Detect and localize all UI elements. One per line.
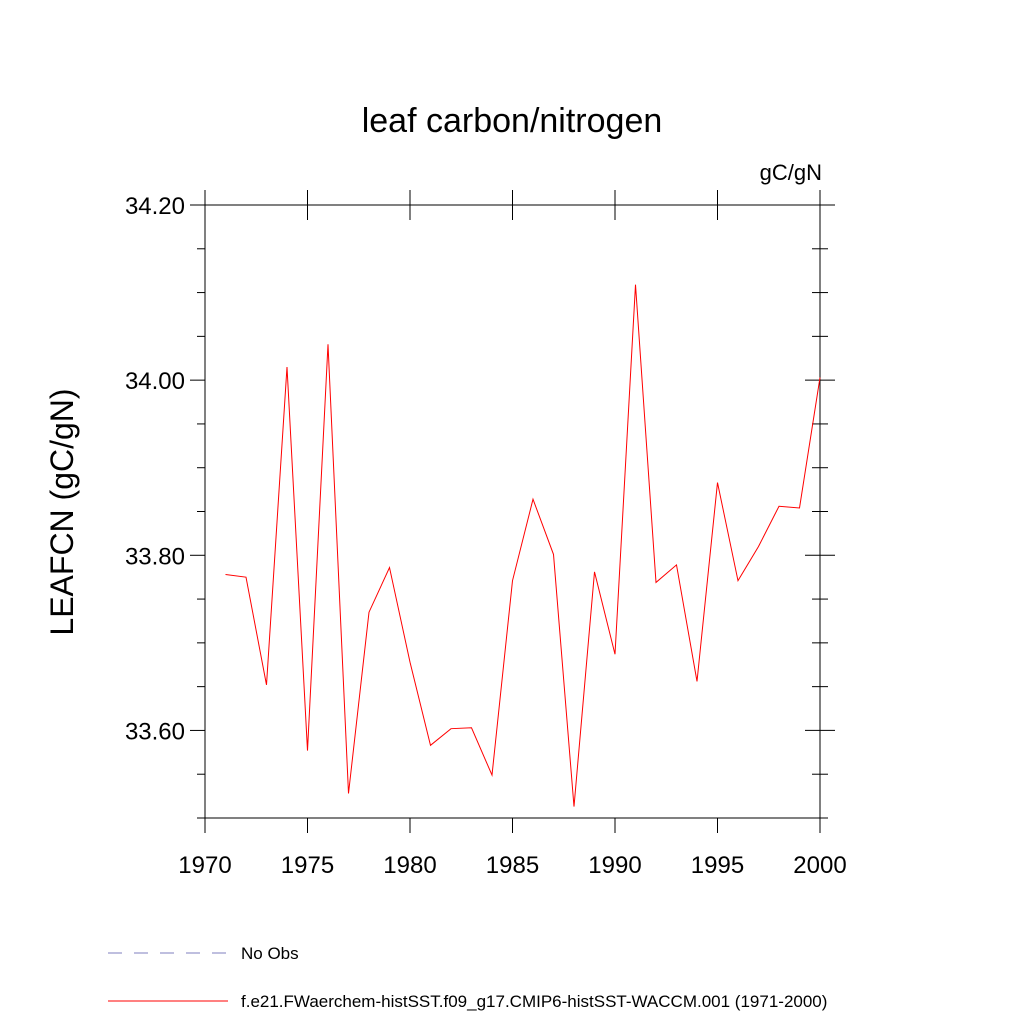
y-tick-label: 33.80 [125, 543, 185, 570]
y-tick-label: 34.20 [125, 193, 185, 220]
series-layer [225, 284, 821, 807]
plot-frame [204, 204, 821, 819]
x-tick-label: 1990 [588, 852, 641, 879]
axis-ticks [190, 190, 835, 833]
y-tick-label: 33.60 [125, 718, 185, 745]
axis-tick-labels: 33.60 33.80 34.00 34.20 1970 1975 1980 1985 1990… [125, 193, 847, 879]
x-tick-label: 1970 [178, 852, 231, 879]
x-tick-label: 1980 [383, 852, 436, 879]
series-line [225, 284, 821, 807]
y-axis-label: LEAFCN (gC/gN) [44, 388, 80, 635]
x-tick-label: 1995 [691, 852, 744, 879]
legend-label-no-obs: No Obs [241, 944, 299, 963]
x-tick-label: 1975 [281, 852, 334, 879]
x-tick-label: 2000 [793, 852, 846, 879]
units-label: gC/gN [760, 160, 822, 185]
x-tick-label: 1985 [486, 852, 539, 879]
legend: No Obs f.e21.FWaerchem-histSST.f09_g17.C… [108, 944, 827, 1011]
y-tick-label: 34.00 [125, 368, 185, 395]
chart-title: leaf carbon/nitrogen [362, 102, 663, 140]
legend-label-model: f.e21.FWaerchem-histSST.f09_g17.CMIP6-hi… [241, 992, 827, 1011]
